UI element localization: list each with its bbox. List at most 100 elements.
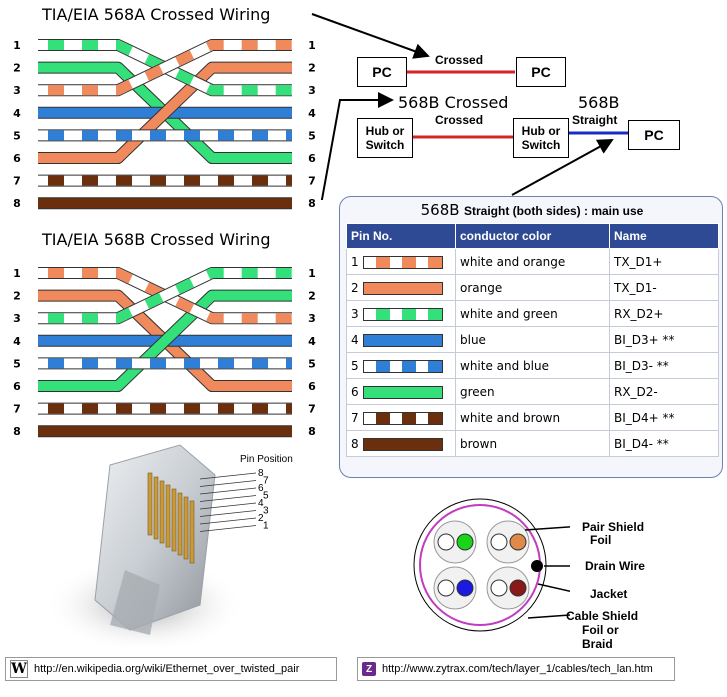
foil-label: Foil	[590, 533, 612, 547]
conductor-color-cell: blue	[455, 326, 610, 353]
crossed-label-2: Crossed	[435, 113, 484, 127]
diagram-a-title: TIA/EIA 568A Crossed Wiring	[42, 5, 271, 24]
plug-latch	[110, 570, 160, 635]
pin-leader-line	[200, 487, 257, 495]
wire-blue	[456, 579, 474, 597]
a-right-pin-3: 3	[308, 84, 316, 97]
pin-table-row: 5 white and blue BI_D3- **	[346, 352, 719, 379]
pin-number: 6	[351, 384, 359, 399]
connector-pin-number-1: 1	[263, 521, 269, 532]
b-left-pin-7: 7	[13, 403, 21, 416]
b-right-pin-6: 6	[308, 380, 316, 393]
zytrax-icon: Z	[362, 662, 376, 676]
rj45-connector-illustration	[50, 444, 245, 650]
pin-leader-line	[200, 510, 257, 517]
gold-contact	[189, 500, 195, 564]
b-wire-white-orange-stripe	[38, 268, 292, 324]
pc-right-box: PC	[516, 57, 566, 87]
signal-name-cell: BI_D4- **	[609, 430, 719, 457]
a-wire-white-green-stripe	[38, 40, 292, 96]
footer-wikipedia[interactable]: W http://en.wikipedia.org/wiki/Ethernet_…	[5, 657, 337, 681]
gold-contact	[165, 484, 171, 548]
color-swatch-brown	[362, 437, 443, 451]
pin-table-row: 1 white and orange TX_D1+	[346, 248, 719, 275]
gold-contact	[159, 480, 165, 544]
signal-name-cell: TX_D1-	[609, 274, 719, 301]
conductor-color-cell: white and blue	[455, 352, 610, 379]
connector-pin-number-2: 2	[258, 513, 264, 524]
signal-name-cell: RX_D2-	[609, 378, 719, 405]
wire-orange	[509, 533, 527, 551]
gold-contact	[153, 476, 159, 540]
straight-568b-title: 568B	[578, 93, 620, 112]
leader-jacket	[537, 583, 570, 593]
wire-white-blue	[437, 579, 455, 597]
a-right-pin-4: 4	[308, 107, 316, 120]
braid-label: Braid	[582, 637, 613, 651]
b-right-pin-7: 7	[308, 403, 316, 416]
cable-shield-label: Cable Shield	[566, 609, 639, 623]
wire-brown	[509, 579, 527, 597]
b-left-pin-3: 3	[13, 312, 21, 325]
arrow-straight	[511, 139, 614, 196]
a-left-pin-8: 8	[13, 197, 21, 210]
a-left-pin-4: 4	[13, 107, 21, 120]
pin-leader-line	[200, 502, 257, 510]
pin-cell: 8	[346, 430, 456, 457]
pin-table-title-big: 568B	[420, 201, 460, 219]
pin-leader-line	[200, 525, 257, 532]
conductor-color-cell: white and orange	[455, 248, 610, 275]
pin-number: 2	[351, 280, 359, 295]
a-right-pin-1: 1	[308, 39, 316, 52]
a-right-pin-6: 6	[308, 152, 316, 165]
wikipedia-url[interactable]: http://en.wikipedia.org/wiki/Ethernet_ov…	[34, 663, 300, 675]
a-left-pin-1: 1	[13, 39, 21, 52]
jacket-label: Jacket	[590, 587, 628, 601]
a-right-pin-5: 5	[308, 129, 316, 142]
gold-contacts	[147, 472, 195, 564]
connector-pin-number-6: 6	[258, 483, 264, 494]
connector-pin-number-4: 4	[258, 498, 264, 509]
header-conductor-color: conductor color	[455, 223, 610, 249]
crossed-568b-title: 568B Crossed	[398, 93, 509, 112]
a-left-pin-5: 5	[13, 129, 21, 142]
gold-contact	[177, 492, 183, 556]
conductor-color-cell: brown	[455, 430, 610, 457]
cable-cross-section	[413, 498, 570, 632]
color-swatch-blue	[362, 333, 443, 347]
b-wire-green	[38, 290, 292, 391]
wire-white-green	[437, 533, 455, 551]
pin-table-row: 8 brown BI_D4- **	[346, 430, 719, 457]
signal-name-cell: BI_D4+ **	[609, 404, 719, 431]
header-name: Name	[609, 223, 719, 249]
b-right-pin-2: 2	[308, 290, 316, 303]
pc-straight-box: PC	[628, 120, 680, 150]
pin-cell: 2	[346, 274, 456, 301]
pin-leader-line	[200, 517, 257, 525]
pin-cell: 7	[346, 404, 456, 431]
gold-contact	[183, 496, 189, 560]
a-left-pin-3: 3	[13, 84, 21, 97]
color-swatch-white-blue	[362, 359, 443, 373]
pin-number: 3	[351, 306, 359, 321]
zytrax-url[interactable]: http://www.zytrax.com/tech/layer_1/cable…	[382, 663, 653, 675]
header-pin-no: Pin No.	[346, 223, 456, 249]
connector-pin-number-8: 8	[258, 468, 264, 479]
wire-green	[456, 533, 474, 551]
foil-or-label: Foil or	[582, 623, 619, 637]
crossed-label-1: Crossed	[435, 53, 484, 67]
conductor-color-cell: orange	[455, 274, 610, 301]
pair-shield-orange	[486, 520, 530, 564]
a-wire-white-orange-stripe	[38, 40, 292, 96]
conductor-color-cell: white and green	[455, 300, 610, 327]
wikipedia-icon: W	[10, 660, 28, 678]
color-swatch-white-orange	[362, 255, 443, 269]
footer-zytrax[interactable]: Z http://www.zytrax.com/tech/layer_1/cab…	[357, 657, 675, 681]
pin-cell: 4	[346, 326, 456, 353]
gold-contact	[147, 472, 153, 536]
pin-table-row: 4 blue BI_D3+ **	[346, 326, 719, 353]
pin-table-row: 3 white and green RX_D2+	[346, 300, 719, 327]
cable-jacket	[413, 498, 547, 632]
drain-wire-label: Drain Wire	[585, 559, 645, 573]
